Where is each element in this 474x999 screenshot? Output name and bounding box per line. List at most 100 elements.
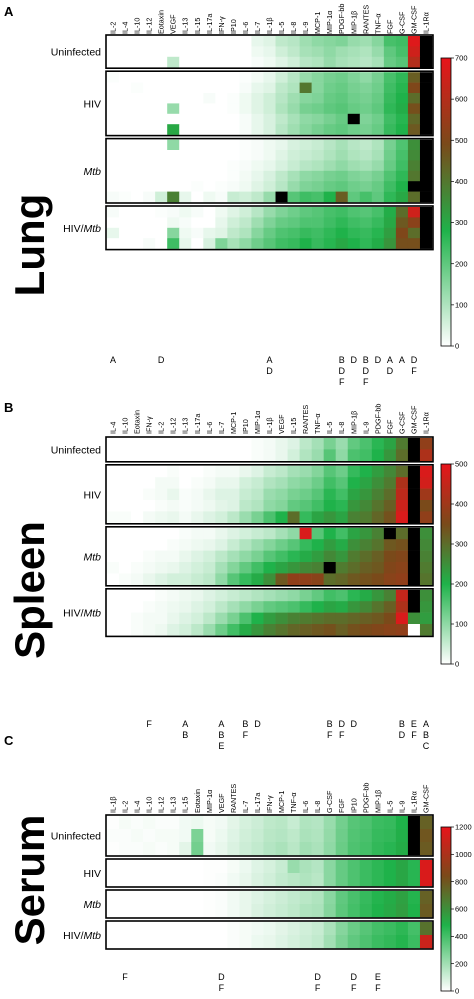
group-hiv-mtb: HIV/Mtb <box>63 920 434 950</box>
heatmap-cell <box>107 170 120 182</box>
significance-letter: A <box>266 355 272 365</box>
heatmap-cell <box>299 465 312 478</box>
heatmap-cell <box>359 103 373 115</box>
heatmap-cell <box>419 891 433 905</box>
heatmap-cell <box>347 124 361 135</box>
col-label-ip10: IP10 <box>349 798 358 813</box>
heatmap-cell <box>179 170 192 182</box>
colorbar-tick-label: 500 <box>455 460 468 469</box>
col-label-il-8: IL-8 <box>313 801 322 813</box>
heatmap-cell <box>311 170 324 182</box>
heatmap-cell <box>383 829 397 843</box>
heatmap-cell <box>251 181 264 192</box>
heatmap-cell <box>119 238 132 249</box>
heatmap-cell <box>311 829 324 843</box>
heatmap-cell <box>347 160 361 172</box>
heatmap-cell <box>323 449 337 462</box>
heatmap-cell <box>407 449 421 462</box>
heatmap-cell <box>167 589 180 602</box>
colorbar-tick-label: 0 <box>455 342 459 351</box>
heatmap-cell <box>239 139 252 151</box>
col-label-il-1: IL-1β <box>265 417 274 434</box>
heatmap-cell <box>395 539 409 551</box>
heatmap-cell <box>239 873 252 887</box>
heatmap-cell <box>239 150 252 161</box>
heatmap-cell <box>179 904 192 918</box>
heatmap-cell <box>179 500 192 512</box>
heatmap-cell <box>335 539 349 551</box>
heatmap-cell <box>179 573 192 586</box>
heatmap-cell <box>131 181 144 192</box>
heatmap-cell <box>395 82 409 94</box>
heatmap-cell <box>155 150 168 161</box>
heatmap-cell <box>383 217 397 229</box>
heatmap-cell <box>203 160 216 172</box>
heatmap-cell <box>215 539 228 551</box>
heatmap-cell <box>215 227 228 239</box>
heatmap-cell <box>335 181 349 192</box>
heatmap-cell <box>371 217 385 229</box>
heatmap-cell <box>335 860 349 874</box>
heatmap-cell <box>191 477 204 489</box>
heatmap-cell <box>275 550 288 563</box>
heatmap-cell <box>371 438 385 450</box>
heatmap-cell <box>119 873 132 887</box>
col-label-tnf: TNF-α <box>373 13 382 34</box>
heatmap-cell <box>407 170 421 182</box>
heatmap-cell <box>419 550 433 563</box>
heatmap-cell <box>311 191 324 203</box>
heatmap-cell <box>155 904 168 918</box>
heatmap-cell <box>119 139 132 151</box>
heatmap-cell <box>395 207 409 218</box>
group-mtb: Mtb <box>83 137 434 204</box>
heatmap-cell <box>119 573 132 586</box>
heatmap-cell <box>383 449 397 462</box>
heatmap-cell <box>155 207 168 218</box>
heatmap-cell <box>251 612 264 625</box>
heatmap-cell <box>359 170 373 182</box>
heatmap-cell <box>167 191 180 203</box>
heatmap-cell <box>323 93 337 104</box>
heatmap-cell <box>395 181 409 192</box>
col-label-il-10: IL-10 <box>145 797 154 813</box>
heatmap-cell <box>407 573 421 586</box>
heatmap-cell <box>371 124 385 135</box>
heatmap-cell <box>143 935 156 949</box>
col-label-gm-csf: GM-CSF <box>421 784 430 813</box>
heatmap-cell <box>275 217 288 229</box>
heatmap-cell <box>251 601 264 613</box>
heatmap-cell <box>203 124 216 135</box>
heatmap-cell <box>419 904 433 918</box>
heatmap-cell <box>227 449 240 462</box>
col-label-il-7: IL-7 <box>217 422 226 434</box>
heatmap-cell <box>143 891 156 905</box>
heatmap-cell <box>251 891 264 905</box>
heatmap-cell <box>359 860 373 874</box>
heatmap-cell <box>383 36 397 47</box>
heatmap-cell <box>239 860 252 874</box>
heatmap-cell <box>263 160 276 172</box>
colorbar-tick-label: 400 <box>455 177 468 186</box>
heatmap-cell <box>191 816 204 830</box>
heatmap-cell <box>275 170 288 182</box>
heatmap-cell <box>167 170 180 182</box>
col-label-gm-csf: GM-CSF <box>409 5 418 34</box>
heatmap-cell <box>335 36 349 47</box>
heatmap-cell <box>275 150 288 161</box>
significance-letter: A <box>182 719 188 729</box>
heatmap-cell <box>347 465 361 478</box>
heatmap-cell <box>167 860 180 874</box>
heatmap-cell <box>419 139 433 151</box>
heatmap-cell <box>155 93 168 104</box>
heatmap-cell <box>275 891 288 905</box>
heatmap-cell <box>251 227 264 239</box>
significance-letter: B <box>242 719 248 729</box>
colorbar-tick-label: 400 <box>455 932 468 941</box>
heatmap-cell <box>419 181 433 192</box>
heatmap-cell <box>383 589 397 602</box>
heatmap-cell <box>203 589 216 602</box>
heatmap-cell <box>359 624 373 636</box>
heatmap-cell <box>299 589 312 602</box>
heatmap-cell <box>299 550 312 563</box>
heatmap-cell <box>323 438 337 450</box>
